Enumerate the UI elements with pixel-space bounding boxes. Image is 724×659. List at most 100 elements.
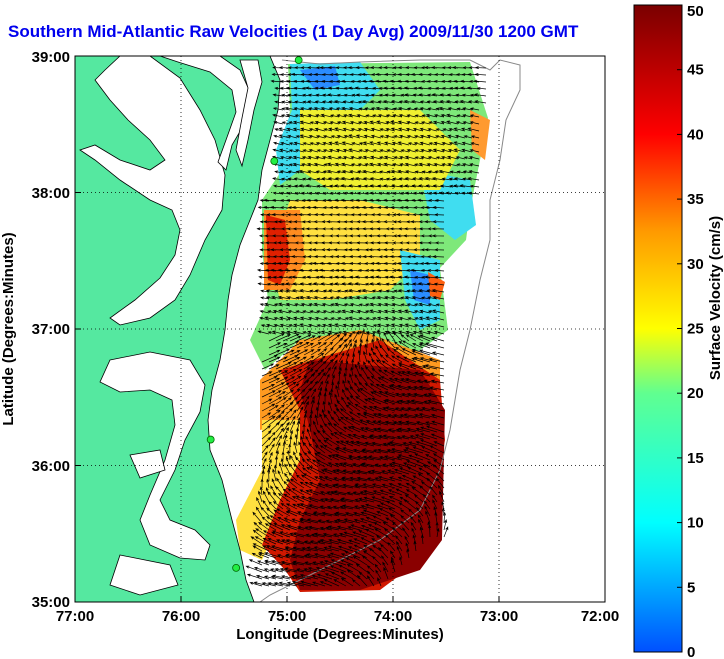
velocity-arrow [348,289,361,293]
velocity-arrow [384,316,396,321]
velocity-arrow [261,582,277,587]
velocity-arrow [281,121,291,125]
velocity-arrow [303,413,307,426]
velocity-arrow [405,489,417,496]
velocity-arrow [406,135,417,139]
velocity-arrow [409,334,424,342]
velocity-arrow [385,134,396,139]
velocity-arrow [316,184,326,188]
velocity-arrow [301,262,312,266]
velocity-arrow [275,416,285,426]
velocity-arrow [313,431,319,440]
velocity-arrow [277,516,291,524]
velocity-arrow [335,148,347,153]
velocity-arrow [363,490,382,496]
velocity-arrow [385,114,396,118]
velocity-arrow [279,170,291,174]
velocity-arrow [287,177,298,181]
velocity-arrow [314,476,326,482]
velocity-arrow [322,184,333,188]
velocity-arrow [376,504,389,510]
velocity-arrow [333,423,347,433]
velocity-arrow [329,296,340,300]
velocity-arrow [417,282,431,286]
velocity-arrow [261,376,278,384]
velocity-arrow [263,575,277,580]
velocity-arrows [245,66,487,587]
velocity-arrow [357,128,368,132]
velocity-arrow [272,107,284,111]
velocity-arrow [261,363,275,370]
velocity-arrow [385,534,396,545]
velocity-arrow [365,503,382,510]
velocity-arrow [314,268,326,272]
velocity-arrow [272,148,284,153]
velocity-arrow [261,398,273,405]
velocity-arrow [293,574,312,580]
velocity-arrow [310,335,322,342]
velocity-arrow [293,177,305,181]
velocity-arrow [302,441,312,454]
velocity-arrow [338,352,345,363]
velocity-arrow [272,184,284,188]
velocity-arrow [377,412,396,419]
velocity-arrow [433,282,445,286]
velocity-arrow [345,387,354,398]
velocity-arrow [353,518,368,524]
velocity-arrow [346,396,354,405]
velocity-arrow [316,459,333,468]
velocity-arrow [415,421,431,426]
velocity-arrow [344,317,354,321]
velocity-arrow [420,148,431,153]
velocity-arrow [257,206,270,209]
velocity-arrow [331,359,338,370]
velocity-arrow [347,433,361,440]
velocity-arrow [415,441,431,447]
velocity-arrow [287,93,298,97]
velocity-arrow [467,177,480,181]
velocity-arrow [283,517,298,524]
velocity-arrow [304,481,319,489]
velocity-arrow [308,323,319,328]
velocity-arrow [309,142,319,146]
velocity-arrow [358,571,368,580]
velocity-arrow [270,268,284,272]
velocity-arrow [363,120,375,125]
velocity-arrow [398,362,417,370]
velocity-arrow [462,107,473,111]
velocity-arrow [261,415,276,426]
velocity-arrow [358,317,368,321]
velocity-arrow [355,248,368,252]
velocity-arrow [324,483,340,489]
velocity-arrow [323,566,340,573]
velocity-arrow [426,330,438,335]
velocity-arrow [387,507,403,517]
velocity-arrow [302,93,312,97]
velocity-arrow [281,539,298,545]
velocity-arrow [282,440,287,454]
velocity-arrow [316,451,333,461]
velocity-arrow [329,121,340,125]
velocity-arrow [288,472,298,482]
velocity-arrow [379,128,389,132]
velocity-arrow [274,128,284,132]
velocity-arrow [324,358,334,370]
velocity-arrow [293,141,305,146]
velocity-arrow [337,156,347,160]
colorbar [633,4,683,653]
velocity-arrow [275,348,291,356]
velocity-arrow [365,420,382,426]
velocity-arrow [375,275,389,279]
velocity-arrow [315,135,326,139]
velocity-arrow [321,303,333,307]
velocity-arrow [356,309,368,314]
velocity-arrow [326,169,340,174]
velocity-arrow [289,356,301,363]
velocity-arrow [267,582,284,587]
lon-tick: 77:00 [56,608,94,625]
velocity-arrow [432,220,445,224]
velocity-arrow [281,451,285,461]
velocity-arrow [369,198,382,202]
velocity-arrow [265,545,284,552]
velocity-arrow [287,488,298,496]
